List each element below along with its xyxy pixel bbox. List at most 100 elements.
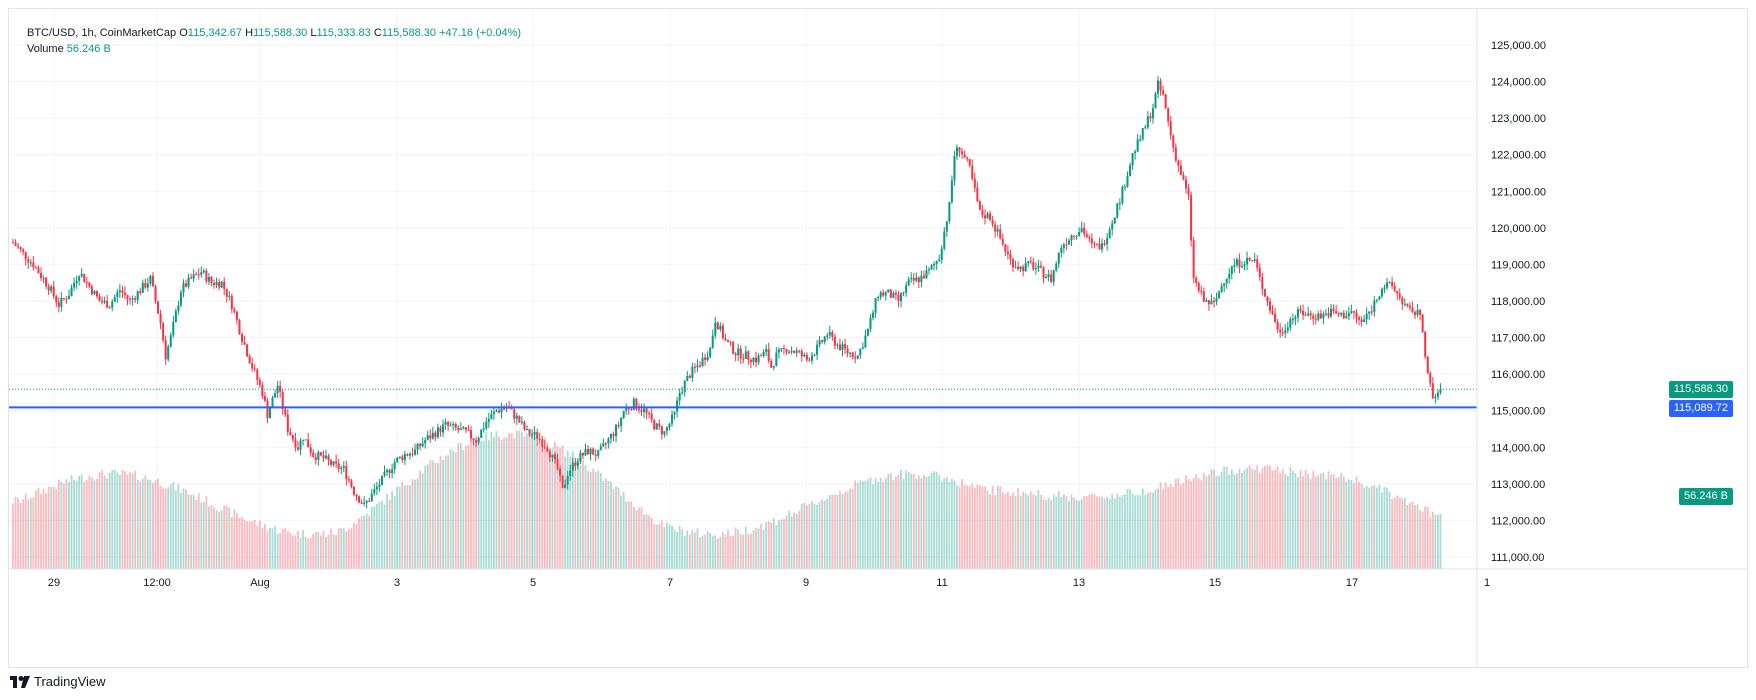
candle-body [943,231,946,249]
candle-body [464,427,467,430]
candle-body [205,270,208,282]
candle-body [994,224,997,232]
volume-bar [1373,485,1376,569]
volume-bar [202,502,205,569]
volume-bar [877,481,880,569]
volume-bar [1215,475,1218,569]
volume-bar [139,481,142,569]
candle-body [762,352,765,356]
volume-bar [1146,493,1149,569]
volume-bar [587,471,589,569]
volume-bar [1034,495,1037,569]
volume-bar [192,494,195,569]
candle-body [553,454,556,460]
candle-body [1154,93,1157,109]
candle-body [592,448,595,455]
volume-bar [666,522,668,569]
volume-bar [465,446,467,569]
volume-bar [521,432,523,569]
volume-bar [925,476,928,569]
candle-body [139,291,142,293]
candle-body [454,424,457,428]
y-tick-label: 118,000.00 [1491,296,1545,308]
x-tick-label: 13 [1073,577,1085,589]
volume-bar [808,503,811,569]
volume-bar [1233,474,1236,569]
volume-bar [1411,501,1414,569]
candle-body [1403,303,1406,305]
tradingview-brand[interactable]: TradingView [10,674,106,689]
candlestick-chart[interactable]: 111,000.00 112,000.00 113,000.00 114,000.00… [9,9,1747,667]
candle-body [686,375,689,381]
volume-label[interactable]: Volume [27,43,64,55]
candle-body [831,331,834,337]
volume-bar [732,535,734,569]
volume-bar [510,433,513,569]
candle-body [1419,309,1422,315]
volume-bar [777,520,780,569]
candle-body [1157,80,1160,94]
volume-bar [1134,495,1137,569]
candle-body [88,282,91,287]
candle-body [1045,277,1048,279]
chart-frame[interactable]: 111,000.00 112,000.00 113,000.00 114,000.00… [8,8,1748,668]
volume-bar [727,529,729,569]
candle-body [625,407,628,411]
volume-bar [1253,469,1256,569]
volume-bar [841,493,844,569]
volume-bar [984,486,986,569]
volume-bar [57,479,60,569]
volume-bar [241,516,243,569]
candle-body [17,245,20,248]
candle-body [1347,312,1350,317]
volume-bar [1378,484,1381,569]
candle-body [836,344,839,346]
candle-body [864,335,867,348]
candle-body [1294,317,1297,320]
candle-body [1317,313,1320,320]
volume-bar [1223,466,1226,569]
volume-bar [844,491,846,569]
volume-bar [610,481,612,569]
symbol-title[interactable]: BTC/USD, 1h, CoinMarketCap [27,27,177,39]
volume-bar [676,532,679,569]
volume-bar [411,479,414,569]
volume-bar [101,470,103,569]
x-tick-label: 1 [1484,577,1490,589]
volume-bar [498,436,500,569]
candle-body [892,292,895,298]
volume-bar [284,528,287,569]
candle-body [324,455,327,459]
close-value: 115,588.30 [381,27,437,39]
candle-body [195,274,198,276]
volume-bar [78,476,81,569]
candle-body [833,336,836,346]
volume-bar [1141,488,1144,569]
horizontal-line-price-tag[interactable]: 115,089.72 [1668,400,1733,417]
high-label: H [245,27,254,39]
candle-body [604,443,607,445]
volume-bar [556,446,559,569]
volume-bar [126,474,129,569]
volume-bar [1289,467,1292,569]
volume-bar [1169,484,1172,569]
volume-bar [248,521,251,569]
candle-body [1319,313,1322,319]
volume-bar [319,535,322,569]
candle-body [597,450,600,456]
candle-body [266,400,269,419]
x-tick-label: 12:00 [143,577,171,589]
candle-body [752,357,755,363]
volume-bar [729,535,732,569]
candle-body [546,447,549,452]
volume-bar [197,493,200,569]
volume-bar [406,485,409,569]
candle-body [1078,231,1081,237]
candle-body [1210,300,1213,305]
candle-body [500,408,503,413]
candle-body [1276,321,1279,330]
candle-body [615,425,618,437]
volume-bar [981,486,984,569]
candle-body [78,276,81,281]
volume-bar [1345,481,1348,569]
